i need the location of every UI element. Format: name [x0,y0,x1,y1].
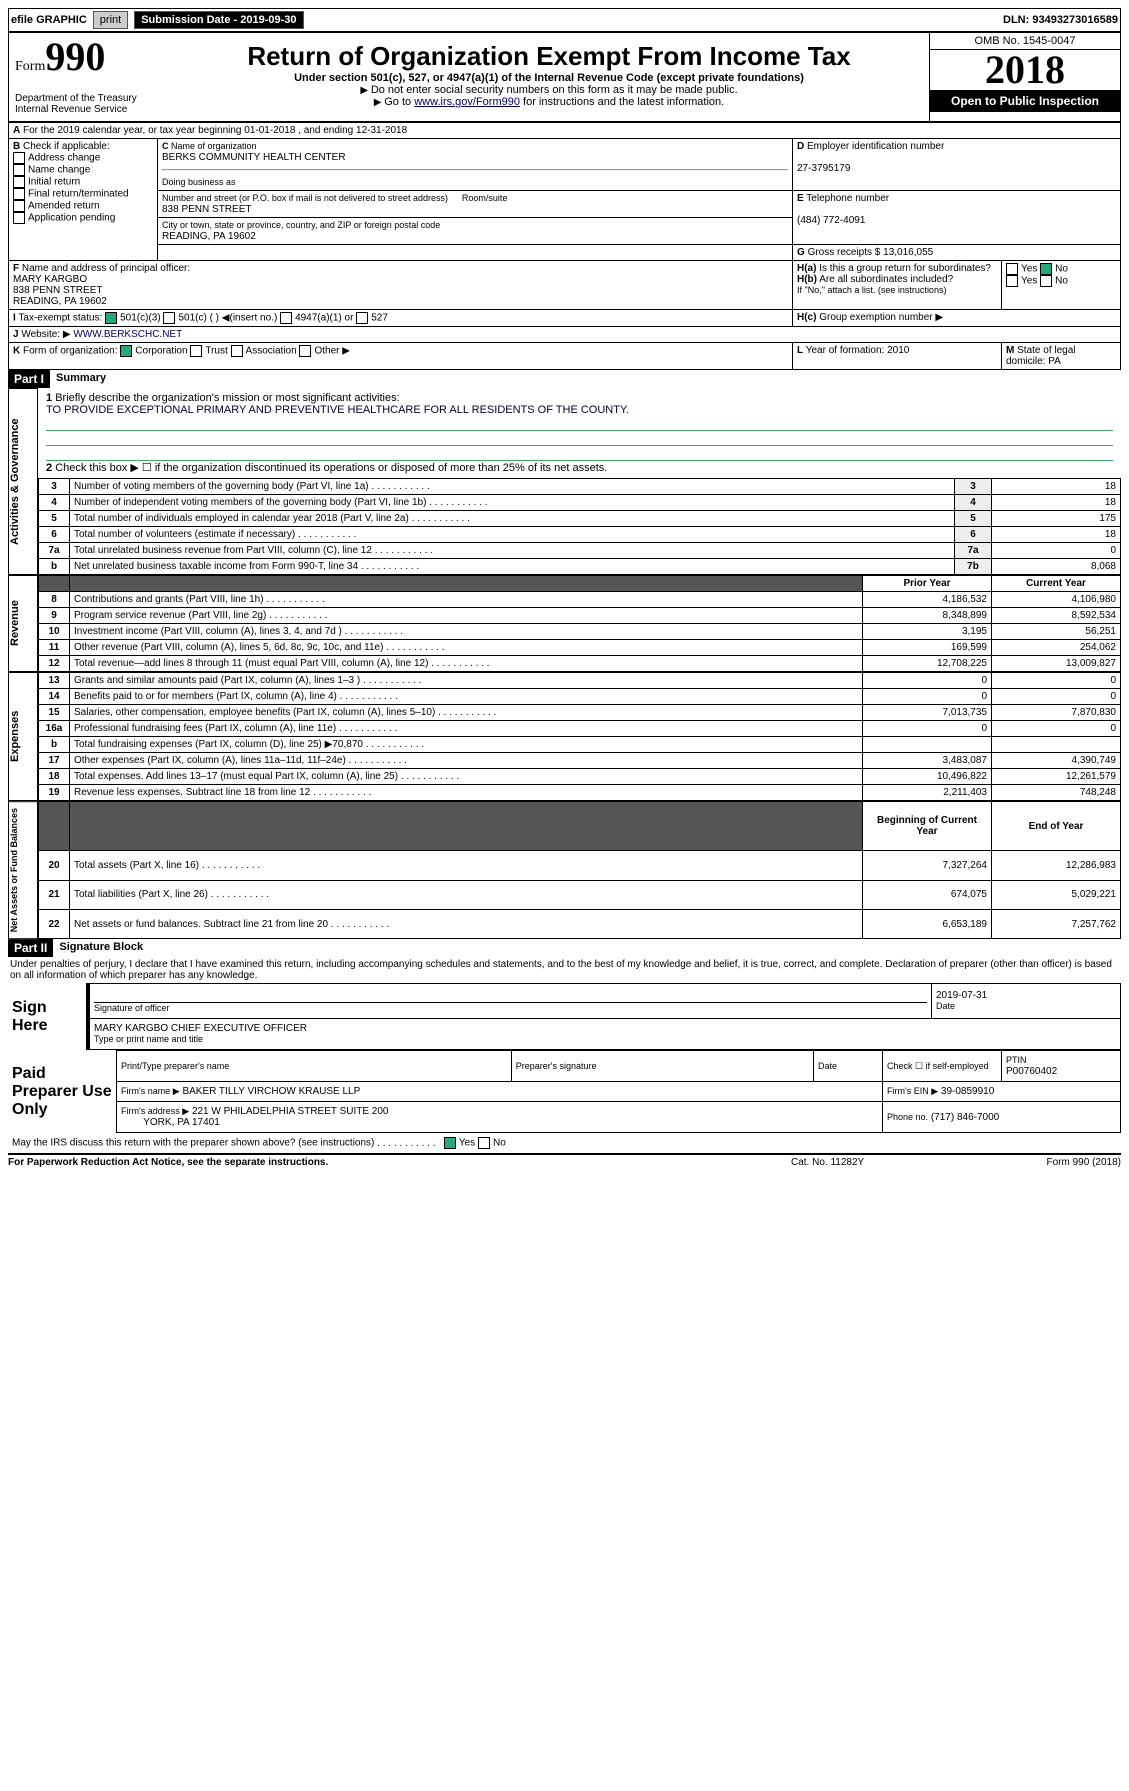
phone: (484) 772-4091 [797,215,865,226]
form-word: Form [15,59,45,74]
governance-table: 3Number of voting members of the governi… [38,478,1121,575]
page-footer: For Paperwork Reduction Act Notice, see … [8,1153,1121,1168]
entity-info-table: A For the 2019 calendar year, or tax yea… [8,122,1121,370]
part2-header: Part II [8,939,53,957]
mission-text: TO PROVIDE EXCEPTIONAL PRIMARY AND PREVE… [46,404,629,416]
netassets-table: Beginning of Current YearEnd of Year20To… [38,801,1121,939]
city: READING, PA 19602 [162,231,256,242]
open-public: Open to Public Inspection [930,90,1120,112]
form-subtitle: Under section 501(c), 527, or 4947(a)(1)… [173,72,925,84]
street: 838 PENN STREET [162,204,251,215]
chk-pending[interactable] [13,212,25,224]
form-title: Return of Organization Exempt From Incom… [173,41,925,72]
chk-501c3[interactable] [105,312,117,324]
tax-year: 2018 [930,50,1120,90]
firm-name: BAKER TILLY VIRCHOW KRAUSE LLP [182,1086,360,1097]
discuss-question: May the IRS discuss this return with the… [12,1138,436,1149]
part1-header: Part I [8,370,50,388]
firm-phone: (717) 846-7000 [931,1112,999,1123]
form-header: Form990 Department of the Treasury Inter… [8,32,1121,122]
note-2-pre: Go to [374,96,414,108]
domicile: PA [1048,356,1061,367]
chk-address[interactable] [13,152,25,164]
chk-discuss-no[interactable] [478,1137,490,1149]
section-expenses: Expenses [8,672,38,801]
declaration: Under penalties of perjury, I declare th… [8,957,1121,983]
section-governance: Activities & Governance [8,388,38,575]
submission-date: Submission Date - 2019-09-30 [134,11,303,29]
chk-amended[interactable] [13,200,25,212]
chk-corp[interactable] [120,345,132,357]
chk-final[interactable] [13,188,25,200]
chk-name[interactable] [13,164,25,176]
ptin: P00760402 [1006,1066,1057,1077]
paid-preparer-label: Paid Preparer Use Only [8,1051,117,1133]
chk-discuss-yes[interactable] [444,1137,456,1149]
ein: 27-3795179 [797,163,850,174]
top-toolbar: efile GRAPHIC print Submission Date - 20… [8,8,1121,32]
dln: DLN: 93493273016589 [1003,14,1118,26]
revenue-table: Prior YearCurrent Year8Contributions and… [38,575,1121,672]
sig-date: 2019-07-31 [936,990,987,1001]
note-2-post: for instructions and the latest informat… [520,96,724,108]
website-link[interactable]: WWW.BERKSCHC.NET [73,329,182,340]
signature-table: Sign Here Signature of officer 2019-07-3… [8,983,1121,1050]
section-netassets: Net Assets or Fund Balances [8,801,38,939]
dept-label: Department of the Treasury Internal Reve… [15,93,163,115]
q2-text: Check this box ▶ ☐ if the organization d… [55,462,607,474]
year-formed: 2010 [887,345,909,356]
expenses-table: 13Grants and similar amounts paid (Part … [38,672,1121,801]
b-label: Check if applicable: [23,141,110,152]
form-number: 990 [45,34,105,79]
org-name: BERKS COMMUNITY HEALTH CENTER [162,152,346,163]
chk-no-group[interactable] [1040,263,1052,275]
chk-initial[interactable] [13,176,25,188]
efile-label: efile GRAPHIC [11,14,87,26]
firm-ein: 39-0859910 [941,1086,994,1097]
typed-name: MARY KARGBO CHIEF EXECUTIVE OFFICER [94,1023,307,1034]
section-revenue: Revenue [8,575,38,672]
print-button[interactable]: print [93,11,128,29]
officer-name: MARY KARGBO [13,274,87,285]
gross-receipts: 13,016,055 [883,247,933,258]
sign-here-label: Sign Here [8,984,88,1050]
preparer-table: Paid Preparer Use Only Print/Type prepar… [8,1050,1121,1133]
note-1: Do not enter social security numbers on … [173,84,925,96]
irs-link[interactable]: www.irs.gov/Form990 [414,96,520,108]
period-line: For the 2019 calendar year, or tax year … [23,125,407,136]
